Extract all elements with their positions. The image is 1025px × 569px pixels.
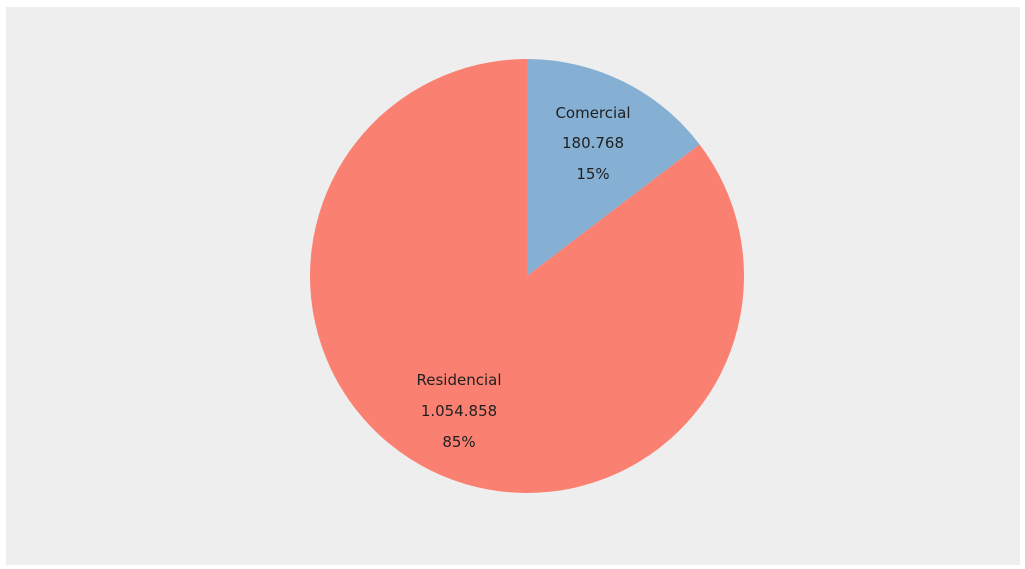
pie-slice-comercial (527, 59, 700, 276)
slice-value-comercial: 180.768 (562, 134, 624, 152)
slice-label-comercial: Comercial 180.768 15% (555, 104, 630, 183)
slice-label-residencial: Residencial 1.054.858 85% (417, 371, 502, 451)
slice-name-residencial: Residencial (417, 371, 502, 389)
slice-value-residencial: 1.054.858 (421, 402, 497, 420)
slice-percent-comercial: 15% (576, 165, 609, 183)
pie-slices (310, 59, 745, 493)
slice-percent-residencial: 85% (442, 433, 475, 451)
pie-labels: Comercial 180.768 15% Residencial 1.054.… (417, 104, 631, 451)
pie-slice-residencial (310, 59, 745, 493)
slice-name-comercial: Comercial (555, 104, 630, 122)
